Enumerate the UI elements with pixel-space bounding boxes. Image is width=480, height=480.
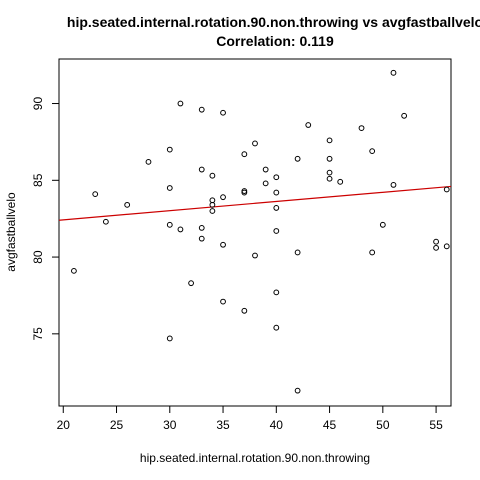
data-point [305,122,312,128]
data-point [326,155,333,162]
data-point [273,174,280,181]
data-point [220,241,226,248]
data-point [166,221,173,228]
data-point [369,148,376,155]
data-point [220,298,226,305]
x-tick-label: 50 [376,418,390,432]
data-point [273,205,280,211]
x-tick-label: 40 [270,418,284,432]
data-point [443,186,450,193]
data-point [294,155,301,162]
data-point [326,175,333,182]
data-point [198,166,205,173]
data-point [220,109,226,116]
y-tick-label: 85 [31,173,45,187]
regression-line [58,185,452,221]
data-points [71,69,450,394]
data-point [241,189,248,196]
data-point [273,289,280,296]
data-point [166,185,173,191]
data-point [390,69,397,76]
x-tick-label: 25 [110,418,124,432]
data-point [241,151,248,158]
data-point [198,106,205,113]
data-point [326,137,333,144]
data-point [177,100,184,107]
data-point [390,182,397,188]
data-point [443,243,450,250]
data-point [294,249,301,256]
data-point [220,194,226,201]
data-point [273,324,280,331]
data-point [252,252,258,259]
y-tick-label: 75 [31,327,45,341]
x-tick-label: 35 [216,418,230,432]
data-point [262,166,269,173]
x-tick-label: 20 [57,418,71,432]
data-point [294,387,301,394]
data-point [262,180,269,187]
data-point [92,191,99,198]
data-point [145,158,152,165]
x-tick-label: 45 [323,418,337,432]
data-point [273,189,280,196]
data-point [198,235,205,242]
data-point [188,280,194,287]
x-tick-label: 55 [429,418,443,432]
data-point [209,197,216,204]
data-point [369,249,376,256]
y-tick-label: 80 [31,250,45,264]
data-point [209,201,216,208]
data-point [401,112,408,119]
plot-frame [58,58,452,407]
data-point [166,146,173,153]
data-point [198,224,205,231]
chart-subtitle: Correlation: 0.119 [216,33,334,49]
x-axis: 20 25 30 35 40 45 50 55 [57,405,443,432]
data-point [102,218,109,225]
data-point [241,307,248,314]
data-point [124,201,131,208]
data-point [209,172,216,179]
data-point [326,169,333,176]
y-axis-label: avgfastballvelo [4,192,18,272]
data-point [209,208,216,214]
data-point [71,267,77,274]
regression-line-group [58,185,452,221]
y-axis: 75 80 85 90 [31,97,60,341]
data-point [177,226,184,233]
x-tick-label: 30 [163,418,177,432]
data-point [433,244,439,251]
data-point [337,178,344,185]
data-point [379,221,386,228]
data-point [166,335,173,342]
x-axis-label: hip.seated.internal.rotation.90.non.thro… [140,451,370,465]
y-tick-label: 90 [31,97,45,111]
data-point [252,140,258,147]
chart-title: hip.seated.internal.rotation.90.non.thro… [67,14,480,30]
data-point [358,125,365,131]
data-point [273,228,280,234]
data-point [433,238,439,245]
